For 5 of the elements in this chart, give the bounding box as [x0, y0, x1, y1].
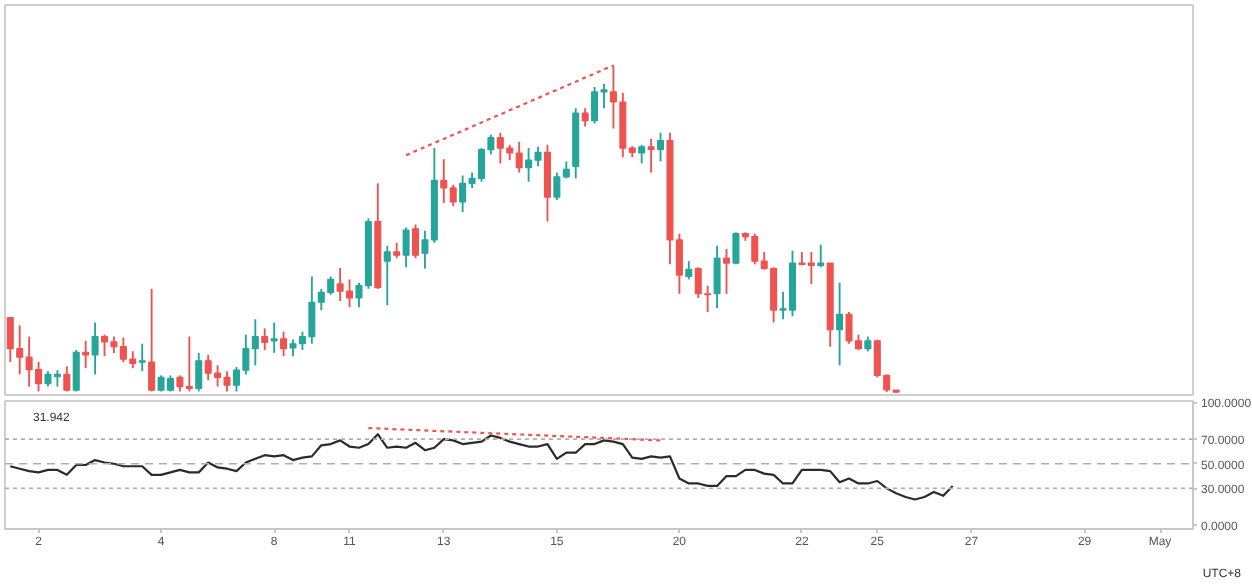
- candlestick: [138, 343, 146, 372]
- candlestick: [270, 322, 278, 353]
- line-series: [9, 433, 954, 501]
- candlestick: [647, 138, 655, 173]
- line-series: [367, 426, 662, 442]
